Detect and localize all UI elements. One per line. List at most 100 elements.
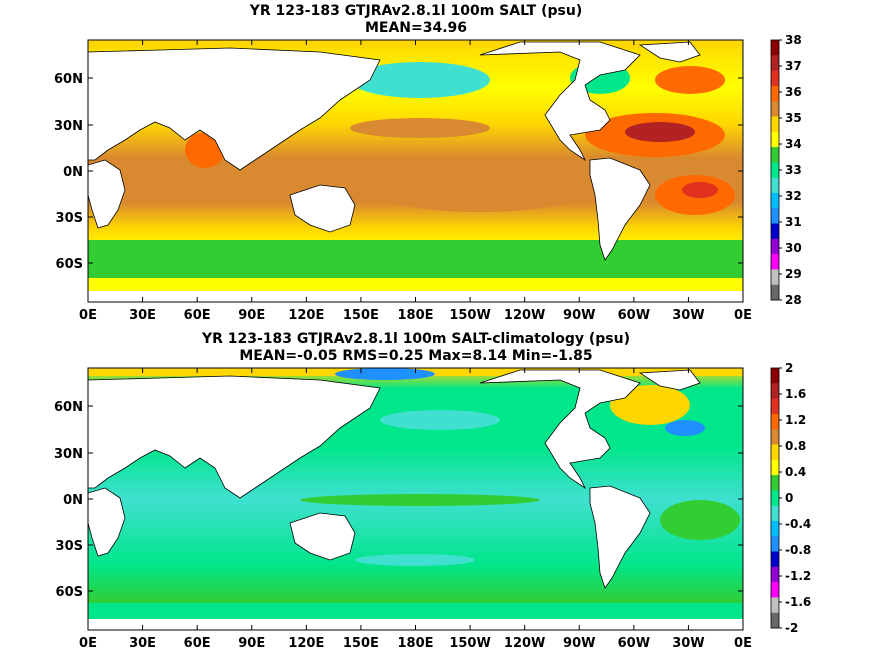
- colorbar-swatch: [771, 55, 779, 72]
- panel1-arabian-sea: [185, 132, 225, 168]
- x-tick-label: 120E: [288, 308, 324, 323]
- y-tick-label: 60S: [56, 585, 83, 600]
- colorbar-swatch: [771, 70, 779, 87]
- x-tick-label: 120W: [504, 636, 545, 651]
- panel1-north-pacific-high: [350, 118, 490, 138]
- colorbar-label: 36: [785, 85, 802, 99]
- colorbar-label: 30: [785, 241, 802, 255]
- panel2-north-pacific: [380, 410, 500, 430]
- x-tick-label: 0E: [79, 636, 97, 651]
- colorbar-label: 33: [785, 163, 802, 177]
- x-tick-label: 90W: [563, 636, 595, 651]
- x-tick-label: 30E: [129, 636, 156, 651]
- panel2-subtitle: MEAN=-0.05 RMS=0.25 Max=8.14 Min=-1.85: [239, 348, 593, 364]
- y-tick-label: 0N: [63, 165, 83, 180]
- colorbar-label: 29: [785, 267, 802, 281]
- x-tick-label: 150W: [449, 636, 490, 651]
- colorbar-swatch: [771, 582, 779, 598]
- y-tick-label: 30S: [56, 211, 83, 226]
- panel1-subtitle: MEAN=34.96: [364, 20, 468, 36]
- colorbar-label: 2: [785, 361, 793, 375]
- colorbar-swatch: [771, 116, 779, 133]
- colorbar-swatch: [771, 40, 779, 56]
- colorbar-label: 1.2: [785, 413, 806, 427]
- colorbar-swatch: [771, 368, 779, 384]
- panel2-axes: 0E 30E 60E 90E 120E 150E 180E 150W 120W 90W 60W 30W…: [54, 368, 752, 651]
- colorbar-label: 0.8: [785, 439, 806, 453]
- x-tick-label: 150E: [343, 308, 379, 323]
- y-tick-label: 30S: [56, 539, 83, 554]
- colorbar-label: -1.2: [785, 569, 811, 583]
- colorbar-swatch: [771, 85, 779, 102]
- y-tick-label: 0N: [63, 493, 83, 508]
- colorbar-swatch: [771, 192, 779, 209]
- x-tick-label: 90E: [238, 636, 265, 651]
- colorbar-swatch: [771, 612, 779, 629]
- colorbar-swatch: [771, 254, 779, 270]
- x-tick-label: 30W: [672, 636, 704, 651]
- colorbar-label: 35: [785, 111, 802, 125]
- y-tick-label: 60S: [56, 257, 83, 272]
- panel1-north-pacific-fresh: [350, 62, 490, 98]
- colorbar-swatch: [771, 238, 779, 255]
- panel2-map: [88, 368, 743, 630]
- panel1-antarctica: [88, 291, 743, 302]
- colorbar-label: 0.4: [785, 465, 806, 479]
- x-tick-label: 90W: [563, 308, 595, 323]
- colorbar-swatch: [771, 505, 779, 522]
- colorbar-swatch: [771, 490, 779, 507]
- colorbar-swatch: [771, 566, 779, 583]
- panel1-axes: 0E 30E 60E 90E 120E 150E 180E 150W 120W 90W 60W 30W…: [54, 40, 752, 323]
- colorbar-swatch: [771, 101, 779, 117]
- panel2-labrador-anomaly: [665, 420, 705, 436]
- x-tick-label: 150W: [449, 308, 490, 323]
- panel1-land: [88, 41, 701, 261]
- colorbar-swatch: [771, 162, 779, 179]
- colorbar-swatch: [771, 429, 779, 445]
- colorbar-label: -1.6: [785, 595, 811, 609]
- colorbar-swatch: [771, 147, 779, 163]
- colorbar-swatch: [771, 551, 779, 568]
- panel1-north-atlantic-core: [625, 122, 695, 142]
- panel1-map: [88, 40, 743, 302]
- x-tick-label: 60E: [184, 308, 211, 323]
- colorbar-label: 38: [785, 33, 802, 47]
- colorbar-swatch: [771, 475, 779, 491]
- panel2-colorbar: 2 1.6 1.2 0.8 0.4 0 -0.4 -0.8 -1.2 -1.6 -2: [770, 361, 811, 635]
- x-tick-label: 150E: [343, 636, 379, 651]
- colorbar-label: -2: [785, 621, 798, 635]
- colorbar-swatch: [771, 383, 779, 400]
- colorbar-swatch: [771, 284, 779, 301]
- colorbar-label: 0: [785, 491, 793, 505]
- panel1-southern-ocean: [88, 240, 743, 275]
- x-tick-label: 90E: [238, 308, 265, 323]
- x-tick-label: 60W: [618, 636, 650, 651]
- x-tick-label: 120E: [288, 636, 324, 651]
- colorbar-swatch: [771, 520, 779, 537]
- x-tick-label: 120W: [504, 308, 545, 323]
- x-tick-label: 30W: [672, 308, 704, 323]
- colorbar-swatch: [771, 223, 779, 240]
- colorbar-label: 32: [785, 189, 802, 203]
- panel2-south-pacific-band: [355, 554, 475, 566]
- x-tick-label: 30E: [129, 308, 156, 323]
- x-tick-label: 0E: [734, 308, 752, 323]
- x-tick-label: 0E: [79, 308, 97, 323]
- colorbar-label: 31: [785, 215, 802, 229]
- panel1-south-atlantic-core: [682, 182, 718, 198]
- colorbar-swatch: [771, 208, 779, 225]
- colorbar-swatch: [771, 413, 779, 430]
- colorbar-swatch: [771, 131, 779, 148]
- colorbar-swatch: [771, 177, 779, 194]
- x-tick-label: 180E: [397, 308, 433, 323]
- panel2-antarctica: [88, 619, 743, 630]
- panel2-land: [88, 369, 701, 589]
- colorbar-label: 37: [785, 59, 802, 73]
- colorbar-swatch: [771, 444, 779, 461]
- colorbar-swatch: [771, 459, 779, 476]
- colorbar-swatch: [771, 536, 779, 553]
- x-tick-label: 0E: [734, 636, 752, 651]
- panel1-title: YR 123-183 GTJRAv2.8.1l 100m SALT (psu): [249, 3, 583, 19]
- panel2-title: YR 123-183 GTJRAv2.8.1l 100m SALT-climat…: [201, 331, 630, 347]
- colorbar-label: -0.8: [785, 543, 811, 557]
